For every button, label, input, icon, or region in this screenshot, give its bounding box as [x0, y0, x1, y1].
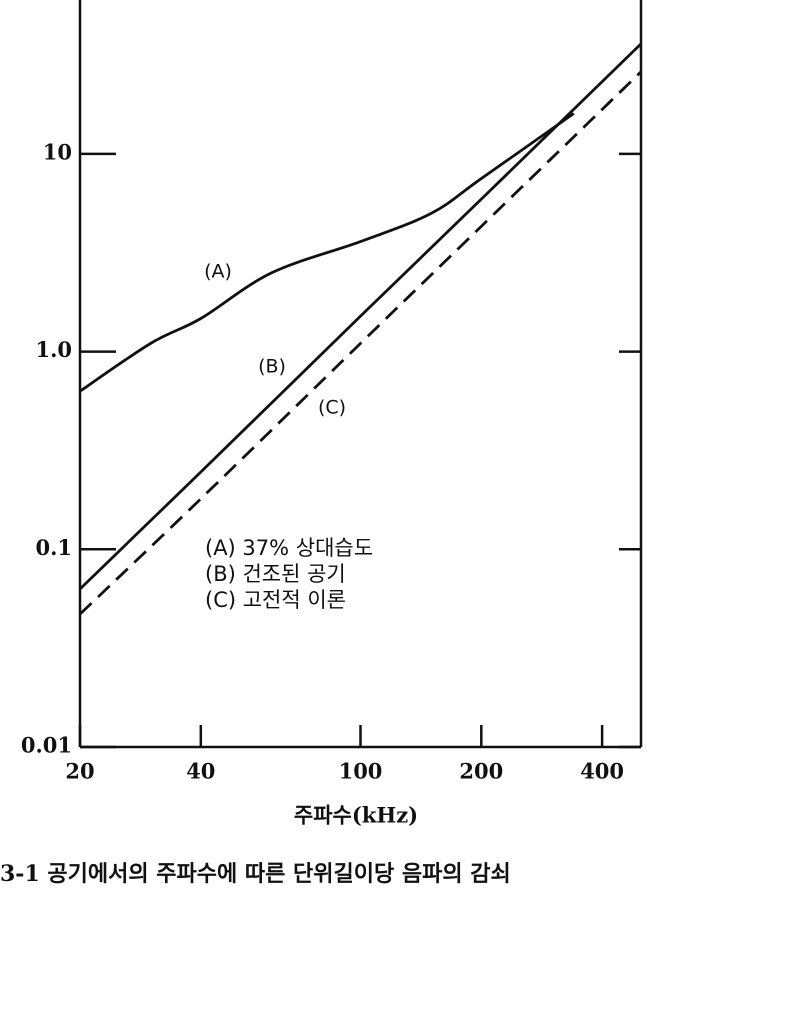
x-axis-label: 주파수(kHz) [294, 803, 418, 828]
series-label: (C) [318, 397, 346, 419]
series-line [79, 112, 575, 393]
y-tick-label: 0.1 [35, 535, 72, 560]
legend-entry: (B) 건조된 공기 [205, 562, 346, 586]
series-label: (B) [258, 356, 286, 378]
y-tick-label: 0.01 [21, 733, 72, 758]
x-tick-label: 100 [339, 759, 383, 784]
legend-entry: (A) 37% 상대습도 [205, 536, 373, 560]
y-tick-label: 1.0 [35, 337, 72, 362]
series-label: (A) [204, 261, 232, 283]
y-tick-label: 10 [43, 139, 72, 164]
legend-entry: (C) 고전적 이론 [205, 588, 346, 612]
x-tick-label: 200 [459, 759, 503, 784]
x-tick-label: 40 [186, 759, 215, 784]
caption: 3-1 공기에서의 주파수에 따른 단위길이당 음파의 감쇠 [0, 861, 511, 887]
x-tick-label: 20 [65, 759, 94, 784]
series-line [79, 70, 642, 616]
series-line [79, 42, 642, 590]
x-tick-label: 400 [580, 759, 624, 784]
